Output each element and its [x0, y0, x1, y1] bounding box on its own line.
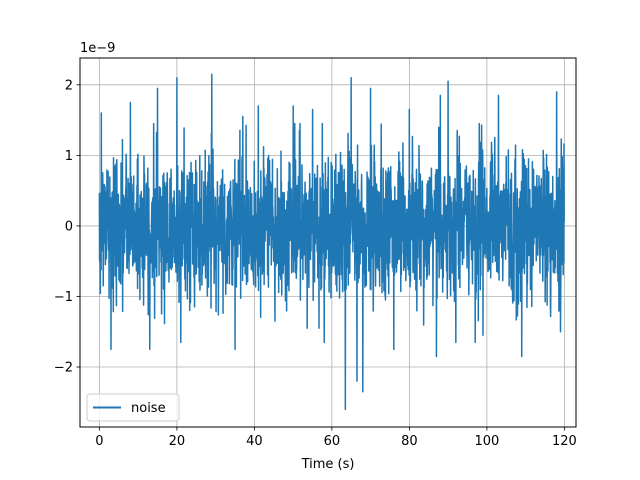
legend: noise [86, 393, 180, 422]
y-offset-label: 1e−9 [80, 41, 115, 56]
x-tick-label: 40 [246, 434, 263, 449]
axis-ticks: 0 20 40 60 80 100 120 −2 −1 0 1 2 [54, 78, 577, 449]
y-tick-label: −1 [54, 290, 73, 305]
legend-label-noise: noise [131, 401, 166, 416]
x-tick-label: 20 [169, 434, 186, 449]
x-tick-label: 100 [474, 434, 499, 449]
x-tick-label: 120 [552, 434, 577, 449]
series-line-noise [98, 73, 566, 411]
legend-box [86, 393, 180, 422]
y-tick-label: −2 [54, 361, 73, 376]
data-series-noise [98, 73, 566, 411]
x-tick-label: 0 [95, 434, 103, 449]
x-axis-label: Time (s) [301, 457, 355, 472]
y-tick-label: 0 [65, 219, 73, 234]
y-tick-label: 2 [65, 78, 73, 93]
y-tick-label: 1 [65, 149, 73, 164]
x-tick-label: 80 [401, 434, 418, 449]
x-tick-label: 60 [324, 434, 341, 449]
axes-frame [79, 57, 577, 428]
